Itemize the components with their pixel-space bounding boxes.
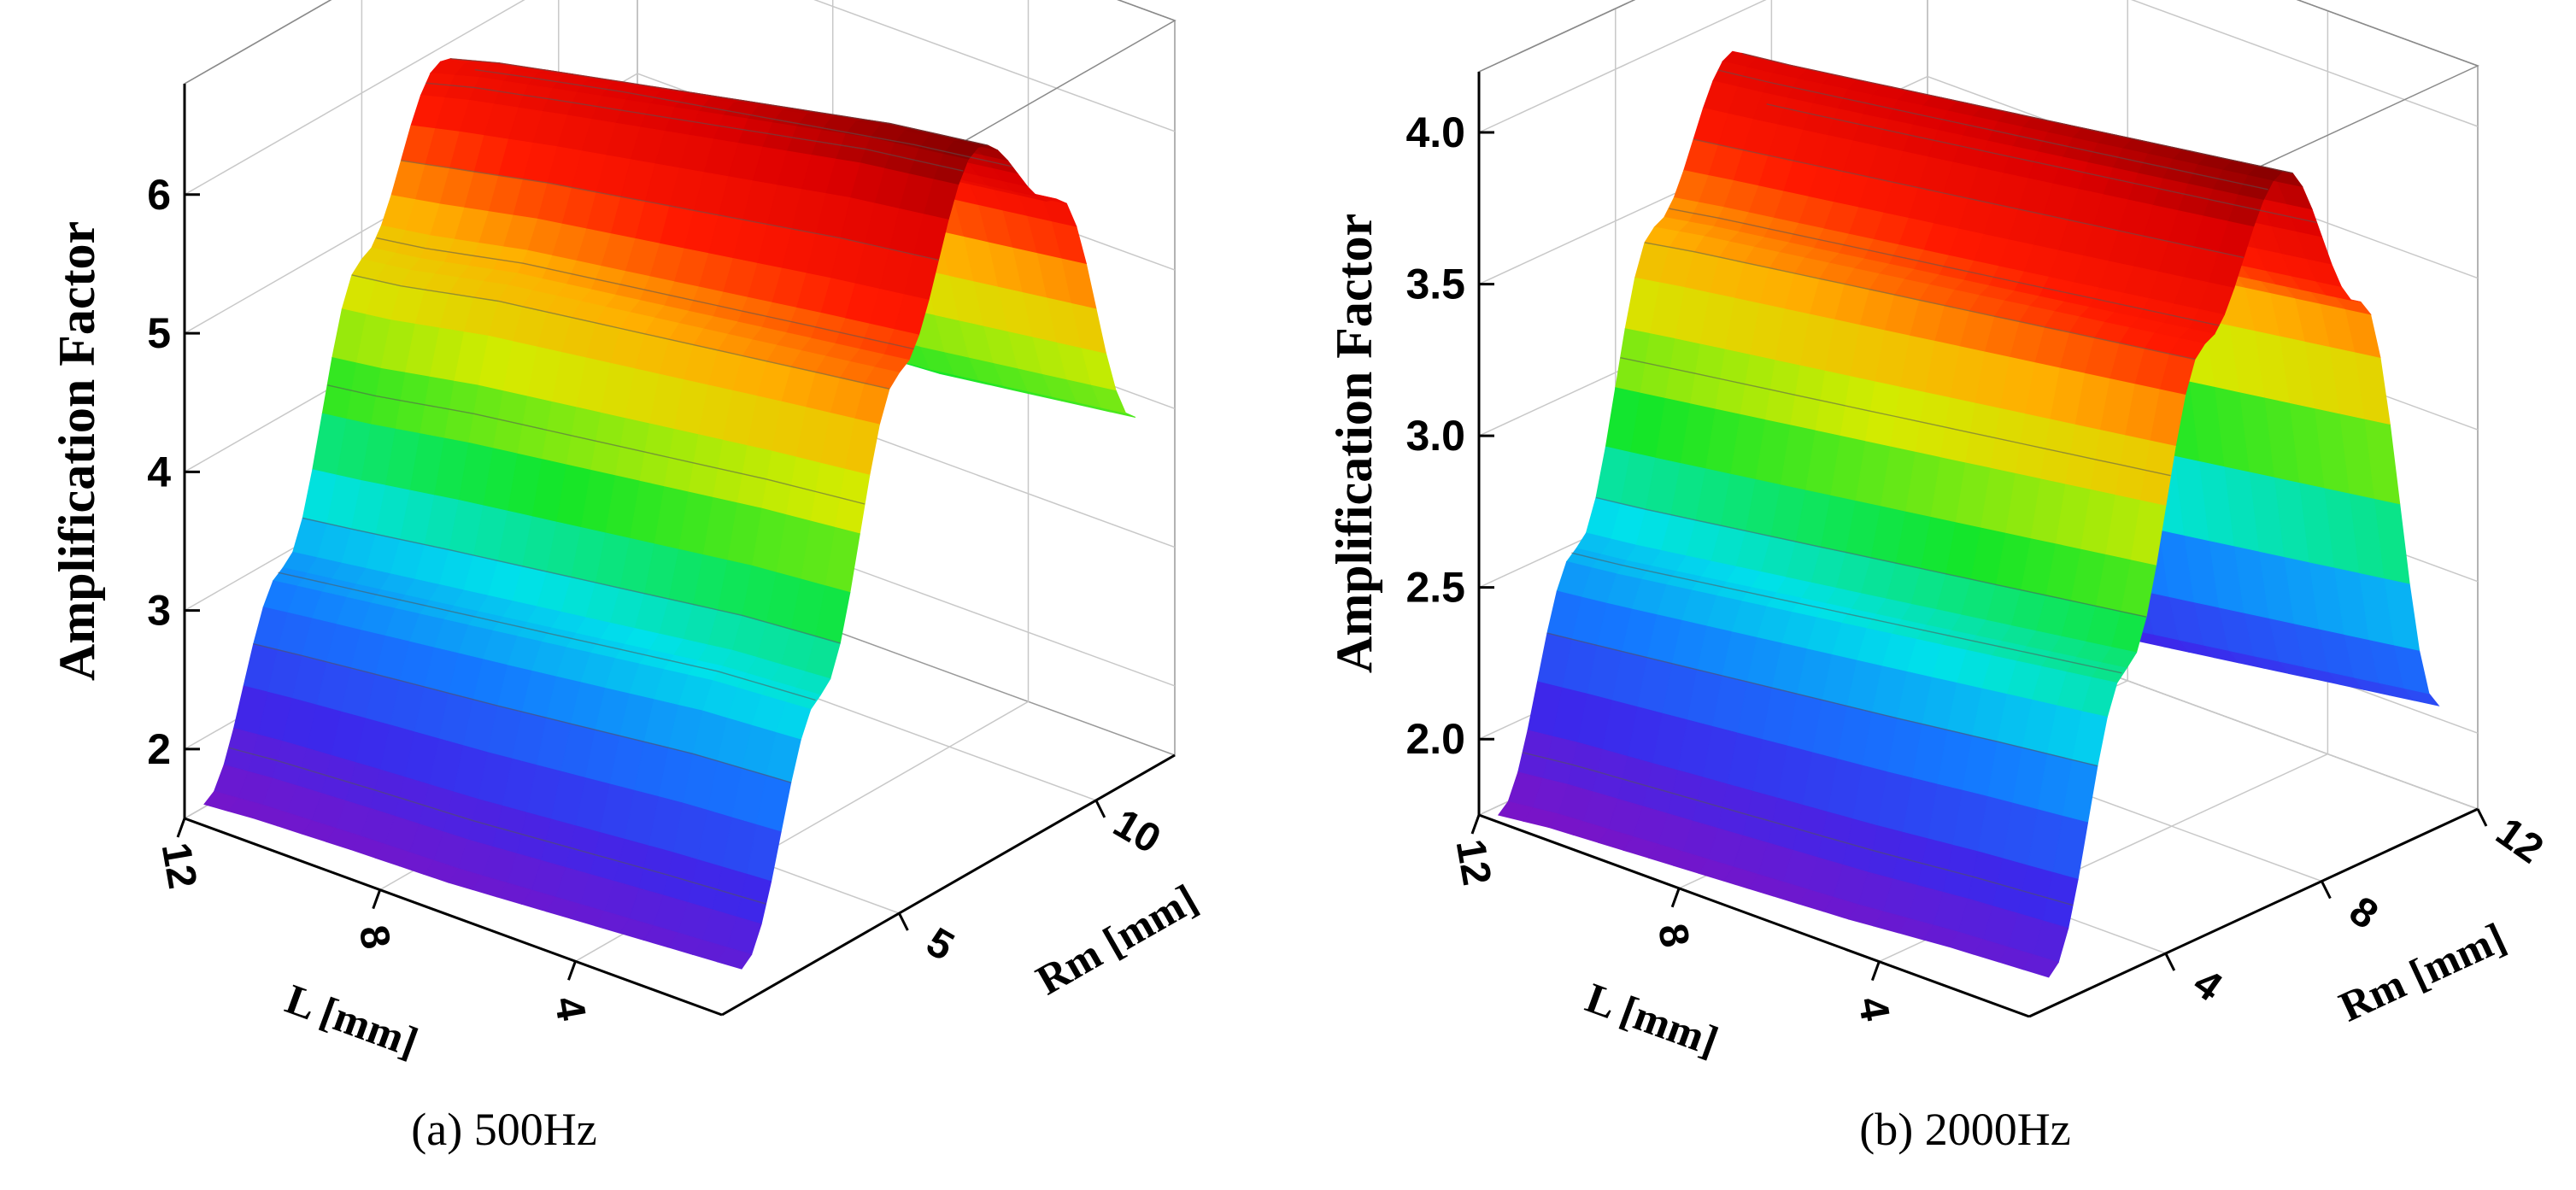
z-tick-label: 4 <box>147 448 171 495</box>
contour-line <box>376 237 914 350</box>
contour-line <box>1669 208 2220 326</box>
z-tick-label: 2.0 <box>1405 715 1465 763</box>
contour-line <box>474 69 1013 167</box>
panel-caption: (a) 500Hz <box>411 1104 596 1155</box>
z-tick-label: 2.5 <box>1405 564 1465 612</box>
contour-line <box>228 747 766 905</box>
contour-line <box>1717 69 2268 191</box>
y-axis-line <box>2028 807 2479 1018</box>
z-axis-title: Amplification Factor <box>49 221 105 681</box>
contour-line <box>1595 496 2147 618</box>
x-tick <box>1670 888 1681 908</box>
surface-mesh <box>1497 50 2440 978</box>
contour-line <box>351 274 890 390</box>
contour-line <box>1693 138 2244 259</box>
x-tick-label: 12 <box>1447 835 1499 888</box>
x-axis-title: L [mm] <box>279 975 424 1066</box>
z-axis-title: Amplification Factor <box>1326 214 1382 673</box>
y-tick <box>1094 800 1106 818</box>
contour-line <box>1523 752 2074 906</box>
x-tick-label: 4 <box>1849 994 1898 1024</box>
y-tick <box>2476 808 2488 827</box>
contour-line <box>1546 632 2098 767</box>
y-tick-label: 5 <box>918 919 961 970</box>
z-tick-label: 3.0 <box>1405 412 1465 460</box>
contour-line <box>1766 103 2317 224</box>
contour-line <box>425 82 964 172</box>
x-tick-label: 8 <box>1649 920 1698 950</box>
x-axis-title: L [mm] <box>1580 973 1724 1065</box>
z-gridline <box>1478 0 2479 133</box>
y-tick <box>2164 953 2176 971</box>
x-tick <box>1470 814 1481 835</box>
x-tick <box>567 960 577 981</box>
contour-line <box>450 58 989 146</box>
contour-line <box>326 384 866 505</box>
y-tick <box>898 912 909 931</box>
y-tick-label: 4 <box>2186 960 2231 1011</box>
z-tick-label: 2 <box>147 725 171 773</box>
z-tick-label: 3 <box>147 587 171 635</box>
z-tick-label: 6 <box>147 171 171 219</box>
contour-line <box>302 517 841 644</box>
y-tick <box>2321 880 2332 900</box>
z-tick-label: 3.5 <box>1405 261 1465 308</box>
z-gridline <box>184 0 1176 196</box>
z-tick-label: 4.0 <box>1405 108 1465 156</box>
x-tick-label: 4 <box>545 994 594 1024</box>
contour-line <box>1620 357 2171 477</box>
contour-line <box>1742 52 2293 174</box>
y-axis-title: Rm [mm] <box>1028 875 1205 1005</box>
contour-line <box>278 572 816 701</box>
y-tick-label: 12 <box>2488 809 2551 872</box>
x-tick-label: 8 <box>350 922 399 952</box>
panel-caption: (b) 2000Hz <box>1859 1104 2070 1155</box>
surface-panel-1: 2 3 4 5 6 4 8 12 5 10 L [mm] Rm [mm] Amplification F… <box>49 0 1206 1155</box>
surface-mesh <box>203 58 1136 970</box>
y-axis-line <box>721 753 1176 1017</box>
y-tick-label: 10 <box>1106 800 1168 863</box>
contour-line <box>1644 242 2196 361</box>
contour-lines <box>1523 52 2317 906</box>
x-tick-label: 12 <box>153 839 205 892</box>
x-tick <box>1870 961 1881 982</box>
x-tick <box>176 818 186 838</box>
z-tick-label: 5 <box>147 309 171 357</box>
contour-line <box>1571 552 2122 674</box>
contour-lines <box>228 58 1013 905</box>
x-axis-line <box>1478 813 2030 1018</box>
x-axis-line <box>184 817 723 1017</box>
surface-patch <box>716 947 753 970</box>
contour-line <box>253 643 791 783</box>
contour-line <box>401 160 939 261</box>
x-tick <box>372 889 382 910</box>
y-tick-label: 8 <box>2341 888 2385 938</box>
surface-patch <box>2022 954 2059 978</box>
